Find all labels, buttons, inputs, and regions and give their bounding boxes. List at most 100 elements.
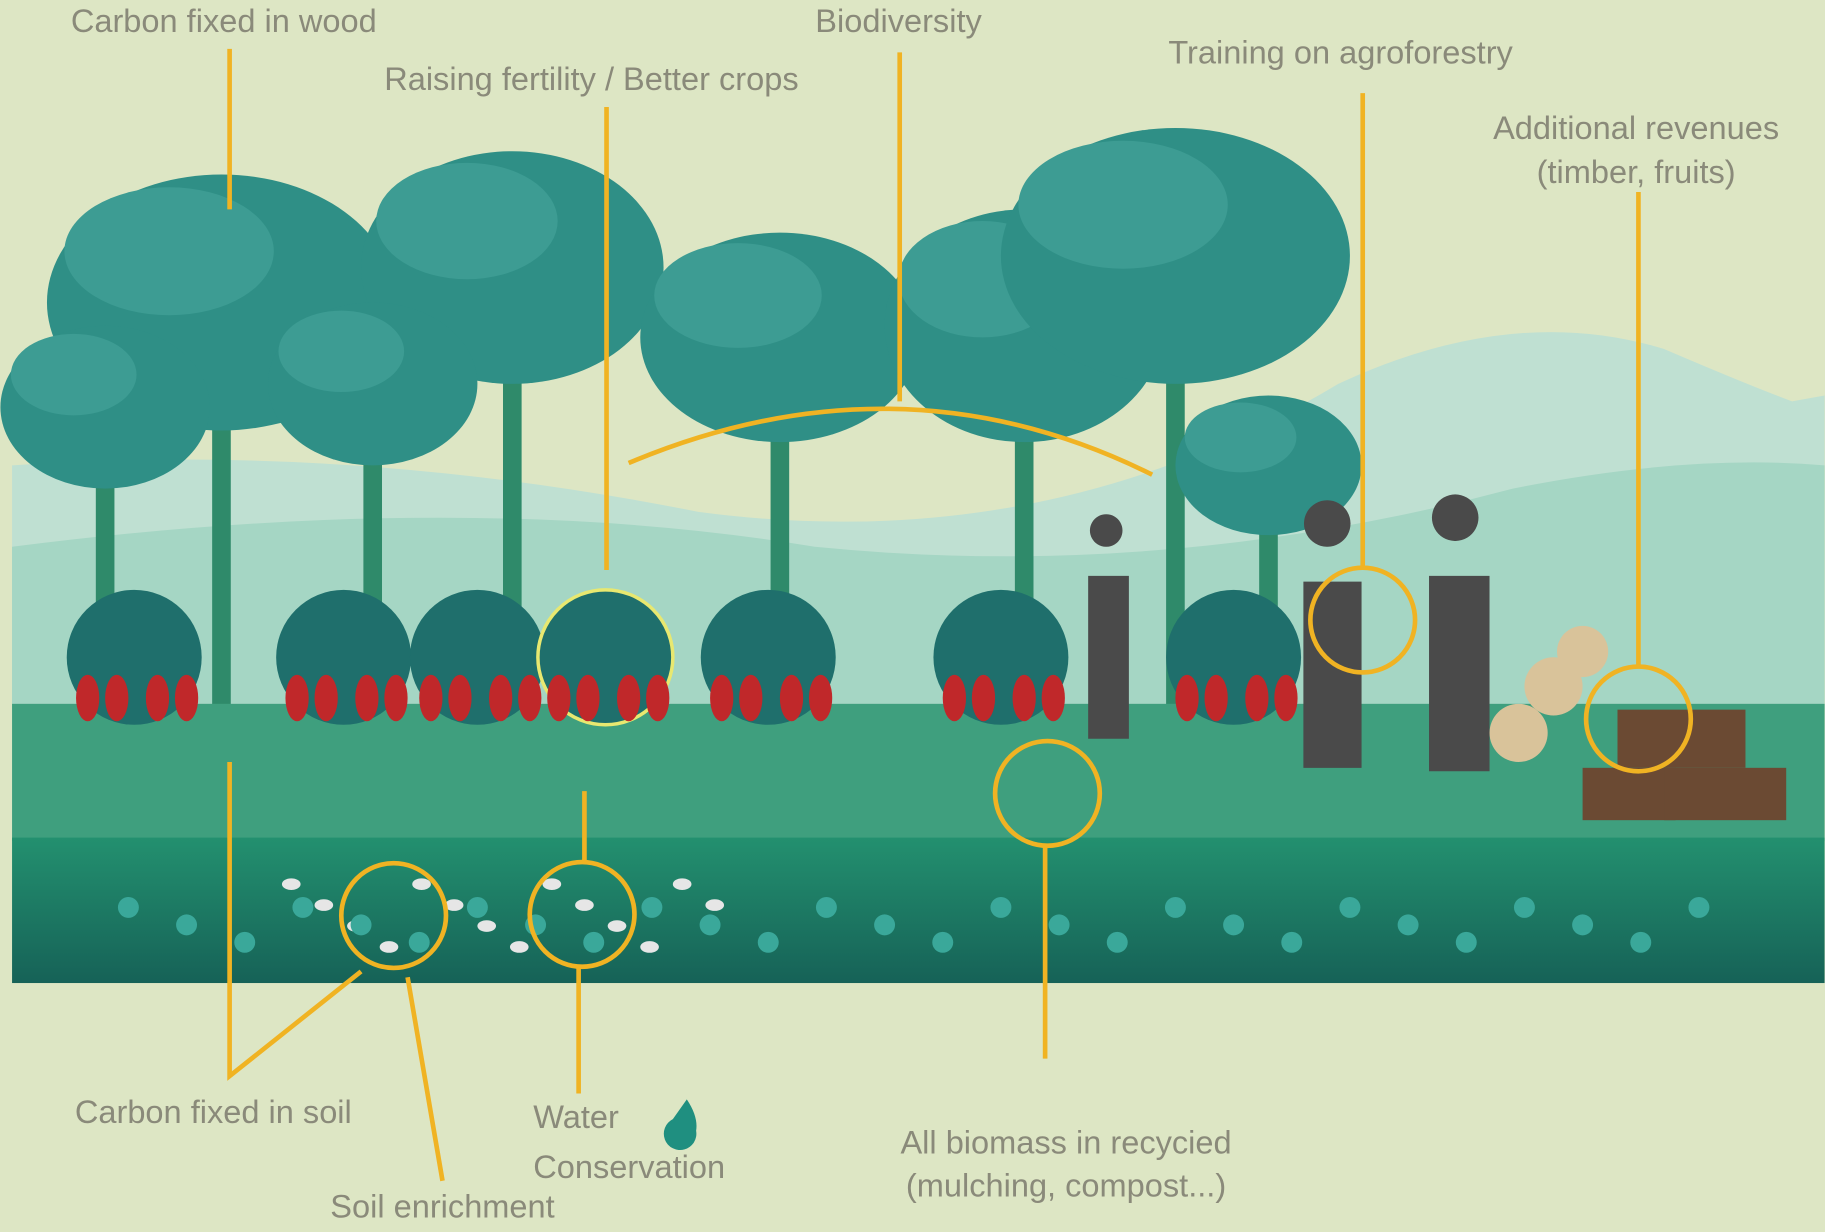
water-drop [1281,931,1303,953]
water-drop [1397,914,1419,936]
water-drop [466,896,488,918]
label: Carbon fixed in wood [71,3,377,39]
timber-and-crates [1489,625,1787,821]
log [1557,625,1609,678]
water-drop [350,914,372,936]
soil-particle [314,899,334,911]
label: Additional revenues [1493,110,1779,146]
water-drop [699,914,721,936]
cacao-pod [710,674,734,722]
soil-particle [607,920,627,932]
water-drop [583,931,605,953]
water-drop [1223,914,1245,936]
soil-particle [281,878,301,890]
soil-particle [379,941,399,953]
water-drop [874,914,896,936]
water-drop [292,896,314,918]
water-drop [932,931,954,953]
label: All biomass in recycied [900,1124,1231,1160]
label: (timber, fruits) [1537,154,1736,190]
soil-particle [575,899,594,911]
crate [1582,767,1676,821]
callout-circle [1308,565,1418,675]
cacao-pod [646,674,670,722]
soil-particle [672,878,692,890]
water-drop [641,896,663,918]
soil-particle [477,920,497,932]
tree-crown [278,310,405,393]
label: Raising fertility / Better crops [384,61,798,97]
soil-particle [705,899,725,911]
soil [12,837,1825,984]
water-drop [990,896,1012,918]
tree-crown [10,333,137,416]
log [1489,703,1548,763]
cacao-pod [174,674,199,722]
label: Water [533,1099,619,1135]
people [1088,494,1490,772]
biodiversity-arc [627,406,1154,477]
cacao-pod [145,674,170,722]
cacao-pod [1175,674,1199,722]
label: Soil enrichment [330,1188,554,1224]
water-drop [176,914,198,936]
water-drop [1106,931,1128,953]
bush-layer [66,588,1302,727]
tree-trunk [212,407,231,710]
label: Conservation [533,1149,725,1185]
cacao-pod [1041,674,1065,722]
cacao-pod [547,674,571,722]
callout-lines [227,48,1694,1182]
leader-line [576,791,587,1094]
label: Biodiversity [815,3,982,39]
person [1088,514,1129,739]
label: Carbon fixed in soil [75,1094,352,1130]
tree-crown [1184,402,1297,473]
crate [1617,709,1746,768]
labels: Carbon fixed in wood Biodiversity Raisin… [71,3,1779,1224]
cacao-pod [489,674,513,722]
cacao-pod [518,674,542,722]
water-drop [1630,931,1652,953]
water-icon [663,1099,697,1151]
tree-crown [654,243,822,348]
tree-crown [1018,140,1228,269]
cacao-pod [779,674,804,722]
cacao-pod [971,674,996,722]
ground [12,703,1825,842]
crate [1664,767,1787,821]
cacao-pod [942,674,967,722]
cacao-pod [1204,674,1228,722]
cacao-pod [314,674,338,722]
cacao-pod [105,674,129,722]
water-drop [1339,896,1361,918]
cacao-pod [739,674,763,722]
water-drop [1513,896,1535,918]
water-drop [757,931,779,953]
cacao-pod [355,674,379,722]
cacao-pod [1274,674,1298,722]
cacao-pod [285,674,309,722]
tree-crown [376,162,558,280]
cacao-pod [419,674,443,722]
water-drop [1048,914,1070,936]
soil-particle [444,899,464,911]
water-drop [408,931,430,953]
cacao-pod [576,674,600,722]
person [1303,500,1362,768]
water-drop [1688,896,1710,918]
soil-particle [412,878,431,890]
person [1429,494,1490,772]
soil-particle [542,878,562,890]
water-drop [1164,896,1186,918]
water-drop [234,931,256,953]
water-drop [1455,931,1477,953]
water-drop [1572,914,1594,936]
label: (mulching, compost...) [906,1167,1226,1203]
leader-line [227,762,363,1081]
cacao-pod [808,674,833,722]
water-drops [117,878,1710,953]
soil-particle [640,941,659,953]
callout-circle [1583,664,1694,774]
